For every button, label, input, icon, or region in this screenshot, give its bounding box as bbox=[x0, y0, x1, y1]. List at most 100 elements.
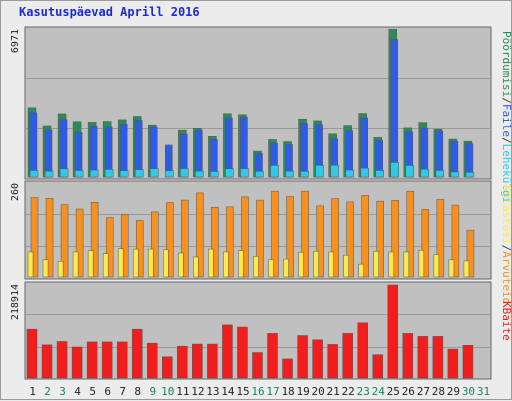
bar-kbytes-12 bbox=[192, 343, 203, 379]
bar-pages-14 bbox=[225, 168, 234, 178]
xtick-1: 1 bbox=[29, 385, 36, 398]
bar-pages-21 bbox=[330, 164, 339, 178]
bar-hosts-1 bbox=[30, 197, 39, 278]
bar-kbytes-6 bbox=[101, 341, 113, 379]
xtick-15: 15 bbox=[236, 385, 249, 398]
bar-hosts-4 bbox=[75, 208, 84, 278]
bar-hosts-19 bbox=[301, 190, 309, 278]
bar-kbytes-7 bbox=[116, 341, 128, 379]
bar-hosts-2 bbox=[45, 198, 54, 278]
bar-kbytes-11 bbox=[177, 345, 188, 379]
bar-pages-29 bbox=[450, 171, 460, 178]
bar-hosts-5 bbox=[90, 201, 99, 278]
bar-pages-6 bbox=[104, 169, 114, 178]
legend-item-1-1: / bbox=[500, 97, 512, 104]
bar-visitors-17 bbox=[268, 259, 274, 278]
legend-item-2-2: Arvuteid bbox=[500, 251, 512, 304]
legend-3: KBaite bbox=[500, 301, 512, 341]
bar-hosts-16 bbox=[256, 199, 264, 278]
bar-hosts-24 bbox=[376, 200, 384, 278]
xtick-23: 23 bbox=[357, 385, 370, 398]
bar-kbytes-8 bbox=[131, 328, 143, 379]
xtick-26: 26 bbox=[402, 385, 415, 398]
legend-item-2-1: / bbox=[500, 245, 512, 252]
bar-visitors-28 bbox=[433, 254, 440, 278]
bar-kbytes-10 bbox=[162, 356, 173, 379]
bar-kbytes-16 bbox=[252, 352, 263, 379]
legend-1: Pöördumisi/Faile/Lehekülgi bbox=[500, 31, 512, 203]
xtick-29: 29 bbox=[447, 385, 460, 398]
bar-visitors-29 bbox=[448, 259, 455, 278]
bar-files-25 bbox=[390, 39, 399, 178]
bar-files-7 bbox=[119, 124, 128, 178]
bar-kbytes-26 bbox=[402, 333, 414, 379]
bar-kbytes-18 bbox=[282, 358, 293, 379]
bar-files-28 bbox=[435, 130, 444, 178]
bar-visitors-26 bbox=[403, 251, 410, 278]
xtick-30: 30 bbox=[462, 385, 475, 398]
bar-visitors-19 bbox=[298, 252, 304, 278]
bar-hosts-7 bbox=[120, 214, 129, 278]
bar-pages-8 bbox=[134, 169, 144, 178]
bar-kbytes-24 bbox=[372, 354, 383, 379]
bar-pages-24 bbox=[375, 170, 384, 178]
bar-pages-20 bbox=[315, 165, 324, 178]
bar-hosts-20 bbox=[316, 205, 324, 278]
bar-visitors-25 bbox=[388, 251, 395, 278]
xtick-11: 11 bbox=[176, 385, 189, 398]
bar-pages-18 bbox=[285, 170, 294, 178]
xtick-8: 8 bbox=[134, 385, 141, 398]
legend-item-1-0: Pöördumisi bbox=[500, 31, 512, 97]
bar-files-12 bbox=[195, 129, 203, 178]
ytick-2: 260 bbox=[10, 183, 21, 201]
bar-kbytes-2 bbox=[41, 344, 53, 379]
bar-visitors-13 bbox=[208, 248, 214, 278]
bar-pages-12 bbox=[195, 170, 204, 178]
bar-files-3 bbox=[59, 119, 68, 178]
bar-pages-16 bbox=[255, 171, 264, 178]
bar-pages-19 bbox=[300, 171, 309, 178]
bar-hosts-11 bbox=[181, 199, 189, 278]
legend-item-1-3: / bbox=[500, 137, 512, 144]
bar-visitors-12 bbox=[193, 256, 199, 278]
legend-item-2-0: Külastusi bbox=[500, 185, 512, 245]
bar-hosts-10 bbox=[166, 202, 174, 278]
bar-hosts-18 bbox=[286, 196, 294, 278]
xtick-10: 10 bbox=[161, 385, 174, 398]
bar-kbytes-1 bbox=[26, 328, 38, 379]
bar-hosts-6 bbox=[105, 217, 114, 278]
xtick-17: 17 bbox=[266, 385, 279, 398]
legend-item-3-0: KBaite bbox=[500, 301, 512, 341]
xtick-2: 2 bbox=[44, 385, 51, 398]
bar-pages-10 bbox=[165, 170, 174, 178]
xtick-3: 3 bbox=[59, 385, 66, 398]
xtick-7: 7 bbox=[119, 385, 126, 398]
bar-files-1 bbox=[29, 112, 38, 178]
xtick-4: 4 bbox=[74, 385, 81, 398]
bar-visitors-27 bbox=[418, 249, 425, 278]
bar-pages-4 bbox=[74, 170, 84, 178]
bar-hosts-21 bbox=[331, 198, 339, 278]
bar-pages-13 bbox=[210, 171, 219, 178]
ytick-1: 6971 bbox=[10, 29, 21, 53]
bar-visitors-30 bbox=[463, 260, 470, 278]
xtick-18: 18 bbox=[281, 385, 294, 398]
bar-visitors-10 bbox=[163, 249, 169, 278]
bar-kbytes-9 bbox=[147, 342, 158, 379]
xtick-6: 6 bbox=[104, 385, 111, 398]
xtick-28: 28 bbox=[432, 385, 445, 398]
xtick-31: 31 bbox=[477, 385, 490, 398]
bar-kbytes-22 bbox=[342, 333, 353, 379]
bar-pages-23 bbox=[360, 167, 369, 178]
bar-visitors-2 bbox=[42, 259, 49, 278]
bar-kbytes-4 bbox=[71, 346, 83, 379]
bar-hosts-8 bbox=[135, 220, 144, 278]
bar-hosts-30 bbox=[466, 229, 475, 278]
bar-hosts-29 bbox=[451, 204, 460, 278]
bar-pages-30 bbox=[465, 172, 475, 178]
bar-visitors-5 bbox=[87, 250, 94, 278]
bar-kbytes-30 bbox=[462, 345, 474, 379]
bar-visitors-7 bbox=[117, 248, 124, 278]
bar-visitors-8 bbox=[132, 248, 139, 278]
